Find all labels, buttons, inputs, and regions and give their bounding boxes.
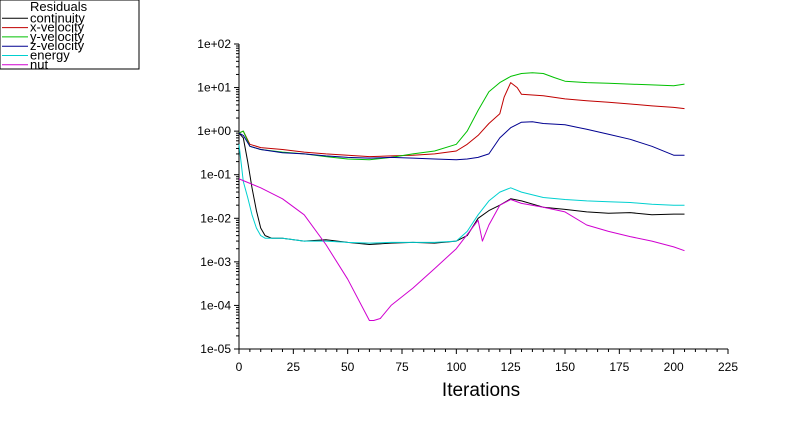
y-tick-label: 1e-05	[200, 342, 231, 356]
legend-label-continuity: continuity	[30, 10, 85, 25]
y-tick-label: 1e+02	[197, 37, 231, 51]
y-tick-label: 1e-01	[200, 168, 231, 182]
x-tick-label: 100	[446, 360, 466, 374]
legend-box	[0, 0, 140, 70]
x-tick-label: 175	[609, 360, 629, 374]
y-tick-label: 1e-02	[200, 211, 231, 225]
x-axis-label: Iterations	[442, 380, 520, 401]
legend-label-y-velocity: y-velocity	[30, 29, 85, 44]
legend-label-x-velocity: x-velocity	[30, 20, 85, 35]
x-tick-label: 25	[287, 360, 301, 374]
plot-area: 1e-05 1e-04 1e-03 1e-02 1e-01 1e+00 1e+01 1e+02…	[197, 37, 738, 374]
legend: Residuals continuityx-velocityy-velocity…	[0, 0, 140, 72]
x-tick-label: 150	[555, 360, 575, 374]
series-line-x-velocity	[238, 82, 685, 158]
legend-title: Residuals	[30, 0, 88, 14]
series-line-z-velocity	[238, 121, 685, 161]
series-line-nut	[238, 178, 685, 321]
legend-label-z-velocity: z-velocity	[30, 38, 85, 53]
x-tick-label: 225	[718, 360, 738, 374]
y-tick-label: 1e-04	[200, 298, 231, 312]
y-tick-label: 1e+00	[197, 124, 231, 138]
x-tick-label: 125	[501, 360, 521, 374]
x-tick-label: 75	[395, 360, 409, 374]
x-tick-label: 0	[236, 360, 243, 374]
legend-label-nut: nut	[30, 57, 48, 72]
series-line-continuity	[238, 132, 685, 245]
series-line-energy	[238, 144, 685, 244]
x-tick-label: 50	[341, 360, 355, 374]
x-tick-label: 200	[664, 360, 684, 374]
y-tick-label: 1e-03	[200, 255, 231, 269]
legend-label-energy: energy	[30, 48, 70, 63]
series-line-y-velocity	[238, 72, 685, 161]
y-tick-label: 1e+01	[197, 81, 231, 95]
